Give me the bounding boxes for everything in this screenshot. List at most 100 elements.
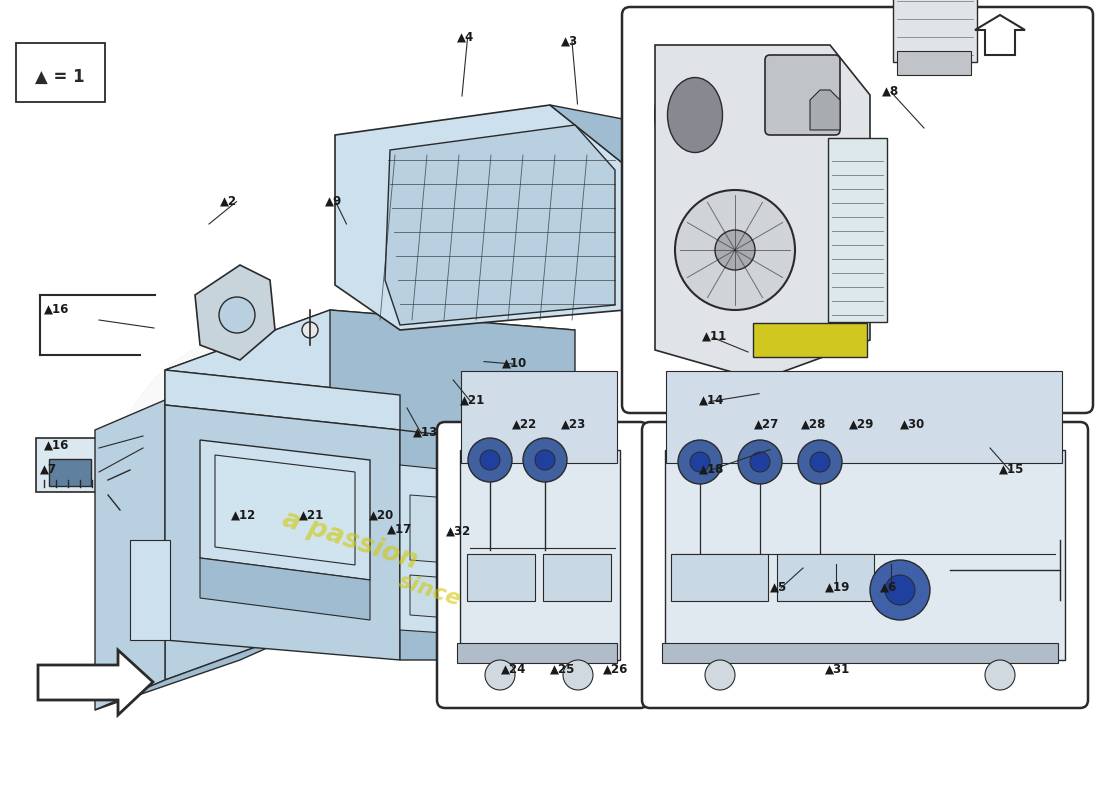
Text: ▲5: ▲5 xyxy=(770,581,788,594)
FancyBboxPatch shape xyxy=(437,422,648,708)
Text: ▲32: ▲32 xyxy=(446,525,471,538)
Text: ▲21: ▲21 xyxy=(460,394,485,406)
Polygon shape xyxy=(810,90,840,130)
Polygon shape xyxy=(165,370,400,430)
Ellipse shape xyxy=(654,62,735,167)
Ellipse shape xyxy=(668,78,723,153)
Text: ▲18: ▲18 xyxy=(698,462,724,475)
Circle shape xyxy=(690,452,710,472)
Circle shape xyxy=(705,660,735,690)
Circle shape xyxy=(750,452,770,472)
Text: ▲30: ▲30 xyxy=(900,418,925,430)
FancyBboxPatch shape xyxy=(828,138,887,322)
Circle shape xyxy=(715,230,755,270)
Polygon shape xyxy=(130,540,170,640)
Text: ▲15: ▲15 xyxy=(999,462,1024,475)
Text: ▲17: ▲17 xyxy=(387,523,412,536)
Circle shape xyxy=(678,440,722,484)
FancyBboxPatch shape xyxy=(662,643,1058,663)
FancyBboxPatch shape xyxy=(16,43,104,102)
Polygon shape xyxy=(214,455,355,565)
Polygon shape xyxy=(460,450,620,660)
Text: ▲7: ▲7 xyxy=(40,463,57,476)
FancyBboxPatch shape xyxy=(896,51,971,75)
Polygon shape xyxy=(654,45,870,380)
Circle shape xyxy=(535,450,556,470)
Circle shape xyxy=(302,322,318,338)
Text: ▲12: ▲12 xyxy=(231,509,256,522)
Text: ▲9: ▲9 xyxy=(324,195,342,208)
Circle shape xyxy=(468,438,512,482)
FancyBboxPatch shape xyxy=(642,422,1088,708)
Polygon shape xyxy=(400,465,550,640)
Text: ▲25: ▲25 xyxy=(550,663,575,676)
Text: ▲8: ▲8 xyxy=(882,85,900,98)
Text: ▲4: ▲4 xyxy=(456,31,474,44)
Circle shape xyxy=(219,297,255,333)
Text: ▲28: ▲28 xyxy=(801,418,826,430)
Polygon shape xyxy=(95,400,165,710)
Polygon shape xyxy=(336,105,625,330)
Polygon shape xyxy=(165,405,400,660)
Circle shape xyxy=(984,660,1015,690)
Circle shape xyxy=(522,438,566,482)
FancyBboxPatch shape xyxy=(543,554,610,601)
FancyBboxPatch shape xyxy=(50,459,91,486)
Text: ▲10: ▲10 xyxy=(502,357,527,370)
Text: ▲13: ▲13 xyxy=(412,426,438,438)
Polygon shape xyxy=(666,450,1065,660)
FancyBboxPatch shape xyxy=(461,371,617,463)
Polygon shape xyxy=(39,650,153,715)
Text: ▲2: ▲2 xyxy=(220,195,238,208)
Polygon shape xyxy=(550,105,680,310)
Text: ▲14: ▲14 xyxy=(698,394,724,406)
Text: ▲ = 1: ▲ = 1 xyxy=(35,68,85,86)
FancyBboxPatch shape xyxy=(893,0,977,62)
Polygon shape xyxy=(400,430,575,660)
Text: ▲24: ▲24 xyxy=(500,663,526,676)
Polygon shape xyxy=(200,440,370,580)
Circle shape xyxy=(110,330,430,650)
FancyBboxPatch shape xyxy=(777,554,874,601)
Circle shape xyxy=(870,560,930,620)
Text: ▲16: ▲16 xyxy=(44,439,69,452)
Text: since: since xyxy=(396,570,464,610)
Polygon shape xyxy=(975,15,1025,55)
Text: ▲26: ▲26 xyxy=(603,663,628,676)
Circle shape xyxy=(563,660,593,690)
Circle shape xyxy=(798,440,842,484)
Polygon shape xyxy=(165,310,330,680)
Polygon shape xyxy=(195,265,275,360)
Text: ▲11: ▲11 xyxy=(702,330,727,342)
Text: ▲21: ▲21 xyxy=(299,509,324,522)
Circle shape xyxy=(675,190,795,310)
Circle shape xyxy=(738,440,782,484)
Circle shape xyxy=(886,575,915,605)
Circle shape xyxy=(485,660,515,690)
FancyBboxPatch shape xyxy=(764,55,840,135)
FancyBboxPatch shape xyxy=(36,438,110,492)
FancyBboxPatch shape xyxy=(754,323,867,357)
FancyBboxPatch shape xyxy=(621,7,1093,413)
Polygon shape xyxy=(165,310,575,395)
Text: ▲16: ▲16 xyxy=(44,303,69,316)
Text: ▲3: ▲3 xyxy=(561,35,579,48)
Text: a passion: a passion xyxy=(279,506,421,574)
Polygon shape xyxy=(410,495,540,570)
FancyBboxPatch shape xyxy=(468,554,535,601)
FancyBboxPatch shape xyxy=(666,371,1062,463)
Circle shape xyxy=(480,450,501,470)
Text: ▲31: ▲31 xyxy=(825,663,850,676)
FancyBboxPatch shape xyxy=(456,643,617,663)
Text: ▲27: ▲27 xyxy=(754,418,779,430)
Text: ▲23: ▲23 xyxy=(561,418,586,430)
Text: ▲20: ▲20 xyxy=(368,509,394,522)
Text: ▲19: ▲19 xyxy=(825,581,850,594)
Polygon shape xyxy=(95,620,330,710)
Circle shape xyxy=(810,452,830,472)
Text: ▲6: ▲6 xyxy=(880,581,898,594)
Text: ▲22: ▲22 xyxy=(512,418,537,430)
Polygon shape xyxy=(385,125,615,325)
Text: ▲29: ▲29 xyxy=(849,418,875,430)
Polygon shape xyxy=(200,558,370,620)
